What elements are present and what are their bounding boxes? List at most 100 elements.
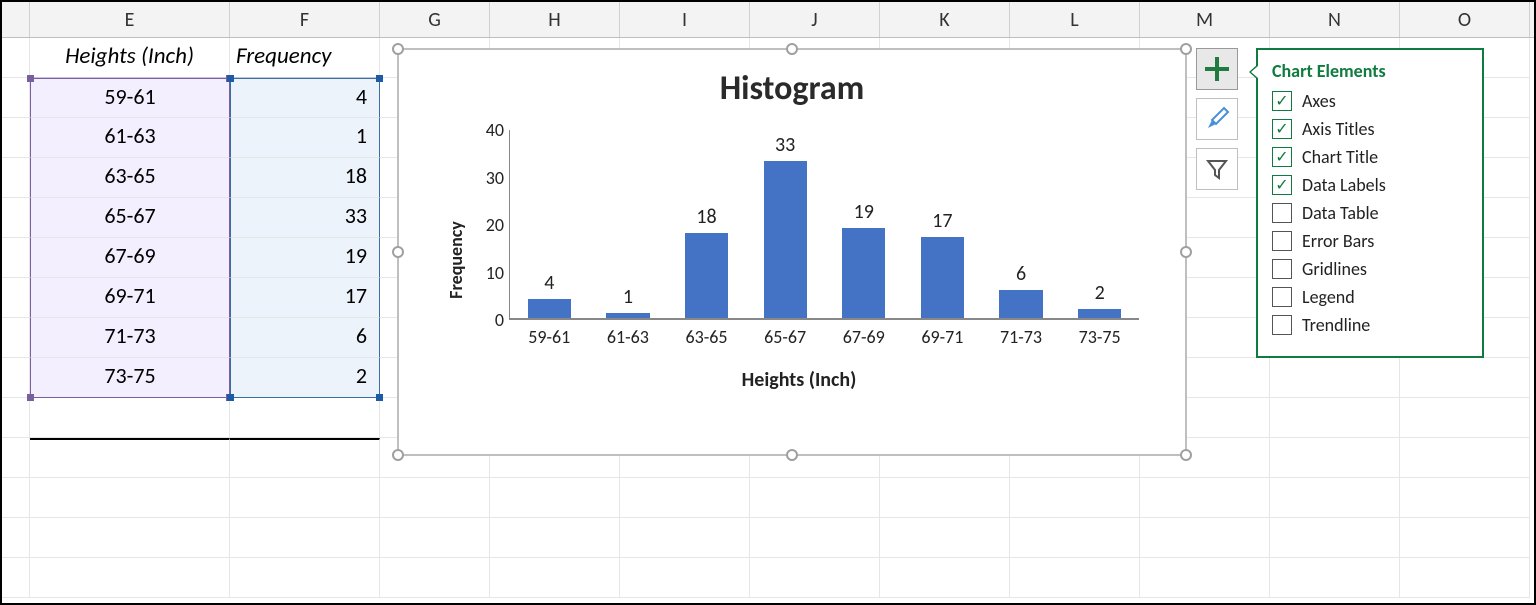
cell[interactable]	[490, 558, 620, 598]
bar[interactable]	[685, 233, 728, 319]
chart-element-option[interactable]: ✓Axis Titles	[1272, 118, 1470, 140]
header-frequency[interactable]: Frequency	[230, 38, 380, 78]
bar[interactable]	[606, 313, 649, 318]
resize-handle-w[interactable]	[392, 246, 404, 258]
cell[interactable]	[620, 518, 750, 558]
checkbox[interactable]: ✓	[1272, 175, 1292, 195]
data-cell-freq[interactable]: 17	[230, 278, 380, 318]
chart-title[interactable]: Histogram	[399, 68, 1185, 109]
cell[interactable]	[1400, 398, 1530, 438]
selection-handle[interactable]	[27, 75, 34, 82]
cell[interactable]	[1270, 518, 1400, 558]
cell[interactable]	[880, 558, 1010, 598]
resize-handle-e[interactable]	[1180, 246, 1192, 258]
chart-element-option[interactable]: Error Bars	[1272, 230, 1470, 252]
checkbox[interactable]: ✓	[1272, 147, 1292, 167]
resize-handle-sw[interactable]	[392, 449, 404, 461]
chart-element-option[interactable]: Legend	[1272, 286, 1470, 308]
chart-element-option[interactable]: Gridlines	[1272, 258, 1470, 280]
cell[interactable]	[620, 478, 750, 518]
resize-handle-s[interactable]	[786, 449, 798, 461]
x-axis-title[interactable]: Heights (Inch)	[449, 368, 1149, 392]
cell[interactable]	[1270, 558, 1400, 598]
data-cell-freq[interactable]: 33	[230, 198, 380, 238]
chart-styles-button[interactable]	[1196, 98, 1238, 140]
data-cell-range[interactable]: 59-61	[30, 78, 230, 118]
chart-element-option[interactable]: ✓Data Labels	[1272, 174, 1470, 196]
cell[interactable]	[750, 478, 880, 518]
col-header-O[interactable]: O	[1400, 2, 1530, 37]
cell[interactable]	[1010, 478, 1140, 518]
bar[interactable]	[842, 228, 885, 318]
data-cell-freq[interactable]: 19	[230, 238, 380, 278]
col-header-K[interactable]: K	[880, 2, 1010, 37]
data-cell-range[interactable]: 65-67	[30, 198, 230, 238]
cell[interactable]	[1400, 558, 1530, 598]
cell[interactable]	[1270, 478, 1400, 518]
bar[interactable]	[764, 161, 807, 318]
cell[interactable]	[750, 518, 880, 558]
checkbox[interactable]	[1272, 287, 1292, 307]
selection-handle[interactable]	[227, 75, 234, 82]
col-header-F[interactable]: F	[230, 2, 380, 37]
chart-filter-button[interactable]	[1196, 148, 1238, 190]
cell[interactable]	[380, 558, 490, 598]
data-cell-range[interactable]: 63-65	[30, 158, 230, 198]
cell[interactable]	[1140, 518, 1270, 558]
data-cell-range[interactable]: 67-69	[30, 238, 230, 278]
cell[interactable]	[1400, 518, 1530, 558]
cell[interactable]	[1140, 558, 1270, 598]
resize-handle-nw[interactable]	[392, 43, 404, 55]
cell[interactable]	[1270, 438, 1400, 478]
cell[interactable]	[1270, 398, 1400, 438]
checkbox[interactable]: ✓	[1272, 91, 1292, 111]
cell[interactable]	[380, 518, 490, 558]
checkbox[interactable]	[1272, 231, 1292, 251]
resize-handle-ne[interactable]	[1180, 43, 1192, 55]
bar[interactable]	[528, 299, 571, 318]
bar[interactable]	[921, 237, 964, 318]
cell[interactable]	[1400, 478, 1530, 518]
data-cell-freq[interactable]: 1	[230, 118, 380, 158]
cell[interactable]	[380, 478, 490, 518]
data-cell-range[interactable]: 73-75	[30, 358, 230, 398]
header-heights[interactable]: Heights (Inch)	[30, 38, 230, 78]
plot-area[interactable]: Frequency 010203040459-61161-631863-6533…	[449, 130, 1149, 390]
checkbox[interactable]	[1272, 203, 1292, 223]
col-header-E[interactable]: E	[30, 2, 230, 37]
selection-handle[interactable]	[376, 75, 383, 82]
cell[interactable]	[1400, 358, 1530, 398]
col-header-N[interactable]: N	[1270, 2, 1400, 37]
cell[interactable]	[490, 518, 620, 558]
y-axis-title[interactable]: Frequency	[445, 221, 467, 299]
cell[interactable]	[620, 558, 750, 598]
chart-element-option[interactable]: ✓Axes	[1272, 90, 1470, 112]
cell[interactable]	[1400, 438, 1530, 478]
cell[interactable]	[1010, 518, 1140, 558]
bar[interactable]	[1078, 309, 1121, 319]
resize-handle-n[interactable]	[786, 43, 798, 55]
data-cell-freq[interactable]: 2	[230, 358, 380, 398]
chart-element-option[interactable]: ✓Chart Title	[1272, 146, 1470, 168]
cell[interactable]	[1010, 558, 1140, 598]
data-cell-freq[interactable]: 18	[230, 158, 380, 198]
selection-handle[interactable]	[227, 394, 234, 401]
chart-object[interactable]: Histogram Frequency 010203040459-61161-6…	[397, 48, 1187, 456]
checkbox[interactable]: ✓	[1272, 119, 1292, 139]
cell[interactable]	[1270, 358, 1400, 398]
col-header-I[interactable]: I	[620, 2, 750, 37]
bar[interactable]	[999, 290, 1042, 319]
selection-handle[interactable]	[376, 394, 383, 401]
cell[interactable]	[880, 518, 1010, 558]
col-header-G[interactable]: G	[380, 2, 490, 37]
checkbox[interactable]	[1272, 259, 1292, 279]
chart-element-option[interactable]: Data Table	[1272, 202, 1470, 224]
col-header-L[interactable]: L	[1010, 2, 1140, 37]
col-header-J[interactable]: J	[750, 2, 880, 37]
cell[interactable]	[1140, 478, 1270, 518]
chart-element-option[interactable]: Trendline	[1272, 314, 1470, 336]
chart-elements-button[interactable]	[1196, 48, 1238, 90]
data-cell-range[interactable]: 71-73	[30, 318, 230, 358]
cell[interactable]	[880, 478, 1010, 518]
data-cell-range[interactable]: 61-63	[30, 118, 230, 158]
